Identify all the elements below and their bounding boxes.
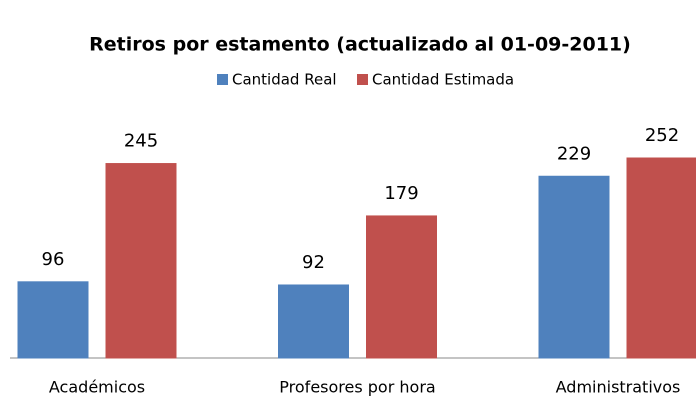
data-label: 179 [384, 183, 418, 204]
data-label: 96 [42, 249, 65, 270]
bar [366, 215, 437, 359]
data-label: 245 [124, 131, 158, 152]
bar [538, 175, 610, 359]
x-tick-label: Profesores por hora [279, 378, 435, 397]
bar [278, 284, 349, 359]
legend-swatch [217, 74, 228, 85]
x-tick-label: Académicos [49, 378, 145, 397]
x-tick-label: Administrativos [556, 378, 681, 397]
data-label: 92 [302, 252, 325, 273]
data-label: 252 [645, 125, 679, 146]
legend-label: Cantidad Estimada [372, 71, 514, 89]
chart-title: Retiros por estamento (actualizado al 01… [89, 34, 631, 56]
bar [626, 157, 696, 359]
legend-label: Cantidad Real [232, 71, 337, 89]
bar [105, 163, 177, 359]
legend-swatch [357, 74, 368, 85]
bar [17, 281, 89, 359]
data-label: 229 [557, 143, 591, 164]
